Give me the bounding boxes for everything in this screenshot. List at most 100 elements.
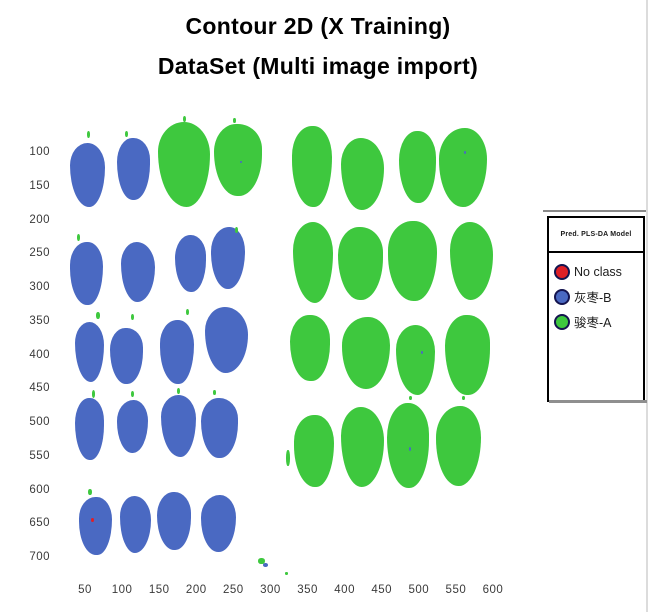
noise-speck	[130, 390, 134, 397]
noise-speck	[257, 558, 265, 565]
class-blob	[156, 492, 192, 551]
noise-speck	[285, 571, 289, 575]
class-blob	[110, 328, 143, 385]
y-tick-label: 650	[29, 517, 50, 530]
noise-speck	[464, 151, 467, 154]
noise-speck	[182, 116, 186, 123]
class-blob	[174, 235, 206, 292]
noise-speck	[185, 309, 189, 316]
y-tick-label: 600	[29, 483, 50, 496]
y-tick-label: 450	[29, 382, 50, 395]
class-blob	[119, 496, 151, 553]
class-blob	[116, 399, 149, 454]
class-blob	[116, 137, 150, 200]
noise-speck	[130, 314, 134, 321]
legend-item[interactable]: 骏枣-A	[554, 309, 643, 334]
window-right-edge	[646, 0, 648, 612]
class-blob	[444, 314, 490, 395]
class-blob	[75, 397, 105, 460]
chart-title-line1: Contour 2D (X Training)	[185, 13, 451, 39]
x-tick-label: 50	[78, 584, 92, 596]
x-tick-label: 400	[334, 584, 355, 596]
class-blob	[121, 241, 156, 302]
noise-speck	[421, 351, 424, 354]
class-blob	[200, 397, 238, 458]
y-tick-label: 200	[29, 213, 50, 226]
noise-speck	[213, 390, 217, 395]
class-blob	[200, 494, 236, 552]
class-blob	[341, 316, 390, 389]
noise-speck	[286, 449, 290, 466]
chart-title: Contour 2D (X Training) DataSet (Multi i…	[0, 6, 636, 86]
legend-item-label: No class	[574, 264, 622, 279]
class-blob	[438, 127, 488, 207]
class-blob	[340, 407, 384, 488]
class-blob	[159, 320, 195, 385]
class-blob	[435, 405, 482, 487]
noise-speck	[91, 390, 96, 399]
noise-speck	[96, 311, 100, 319]
class-blob	[75, 322, 105, 383]
legend-item-label: 灰枣-B	[574, 291, 612, 305]
x-tick-label: 100	[111, 584, 133, 596]
noise-speck	[176, 388, 180, 395]
x-tick-label: 150	[148, 584, 170, 596]
noise-speck	[461, 395, 465, 401]
y-tick-label: 350	[29, 314, 50, 327]
class-blob	[387, 220, 437, 302]
class-blob	[292, 222, 333, 304]
legend-swatch-circle	[554, 288, 570, 305]
y-tick-label: 550	[29, 449, 50, 462]
chart-title-line2: DataSet (Multi image import)	[157, 53, 479, 79]
y-tick-label: 500	[29, 416, 50, 428]
noise-speck	[76, 234, 80, 242]
class-blob	[70, 241, 103, 305]
noise-speck	[263, 563, 269, 568]
noise-speck	[240, 160, 243, 164]
x-tick-label: 250	[223, 584, 244, 596]
legend-item-label: 骏枣-A	[574, 316, 612, 330]
x-tick-label: 500	[408, 584, 430, 596]
y-tick-label: 400	[29, 348, 50, 361]
legend-item[interactable]: No class	[554, 259, 643, 284]
x-tick-label: 350	[297, 584, 318, 596]
class-blob	[291, 125, 332, 208]
class-blob	[79, 496, 112, 555]
legend-swatch-circle	[554, 263, 570, 280]
class-blob	[211, 226, 246, 290]
noise-speck	[234, 226, 238, 233]
noise-speck	[409, 395, 413, 401]
noise-speck	[90, 517, 94, 522]
class-blob	[398, 131, 436, 204]
x-tick-label: 200	[185, 584, 207, 596]
class-blob	[214, 123, 263, 196]
class-blob	[157, 122, 210, 208]
x-tick-label: 450	[371, 584, 393, 596]
y-tick-label: 700	[29, 551, 50, 563]
class-blob	[289, 314, 330, 382]
legend-items: No class 灰枣-B 骏枣-A	[549, 253, 643, 334]
x-tick-label: 600	[482, 584, 504, 596]
legend-header: Pred. PLS-DA Model	[549, 218, 643, 253]
legend-box: Pred. PLS-DA Model No class 灰枣-B 骏枣-A	[547, 216, 645, 402]
y-tick-label: 100	[29, 146, 50, 158]
class-blob	[449, 222, 493, 301]
noise-speck	[125, 131, 128, 138]
noise-speck	[233, 118, 237, 123]
x-tick-label: 300	[260, 584, 281, 596]
legend-item[interactable]: 灰枣-B	[554, 284, 643, 309]
noise-speck	[87, 131, 91, 138]
legend-swatch-circle	[554, 313, 570, 330]
y-tick-label: 300	[29, 281, 50, 293]
y-tick-label: 250	[29, 247, 50, 260]
y-tick-label: 150	[29, 179, 50, 192]
noise-speck	[409, 446, 412, 452]
class-blob	[70, 143, 106, 208]
x-tick-label: 550	[445, 584, 467, 596]
legend-box-shadow	[549, 400, 647, 403]
legend-panel-top-edge	[543, 210, 648, 212]
class-blob	[395, 324, 436, 395]
noise-speck	[87, 488, 92, 495]
class-blob	[294, 415, 335, 488]
